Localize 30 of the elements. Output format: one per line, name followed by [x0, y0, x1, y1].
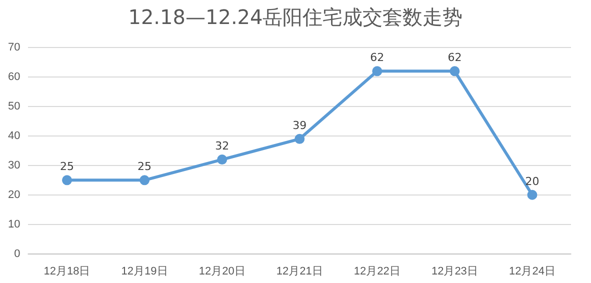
data-label: 62 — [370, 51, 384, 64]
point — [62, 175, 72, 186]
point — [294, 134, 305, 144]
x-tick-label: 12月20日 — [198, 265, 246, 278]
x-tick-label: 12月22日 — [354, 265, 400, 278]
x-tick-label: 12月19日 — [121, 265, 168, 278]
data-label: 25 — [138, 160, 152, 174]
y-tick-label: 0 — [14, 248, 20, 260]
point — [450, 66, 460, 76]
y-tick-label: 50 — [8, 100, 20, 113]
x-tick-label: 12月24日 — [508, 265, 556, 278]
data-label: 20 — [525, 174, 540, 188]
y-tick-label: 60 — [8, 71, 20, 84]
y-tick-label: 10 — [8, 218, 20, 230]
data-label: 25 — [60, 160, 74, 174]
point — [372, 66, 382, 76]
chart-title: 12.18—12.24岳阳住宅成交套数走势 — [127, 4, 464, 31]
y-tick-label: 30 — [8, 159, 20, 172]
data-label: 39 — [292, 118, 307, 132]
point — [140, 175, 150, 186]
data-label: 32 — [215, 140, 230, 153]
y-tick-label: 20 — [8, 188, 20, 201]
data-label: 62 — [448, 51, 462, 64]
point — [527, 190, 538, 200]
y-tick-label: 40 — [8, 130, 20, 142]
x-tick-label: 12月21日 — [276, 265, 323, 278]
y-tick-label: 70 — [8, 42, 20, 54]
x-tick-label: 12月23日 — [431, 265, 478, 278]
point — [217, 154, 228, 165]
x-tick-label: 12月18日 — [44, 265, 90, 278]
